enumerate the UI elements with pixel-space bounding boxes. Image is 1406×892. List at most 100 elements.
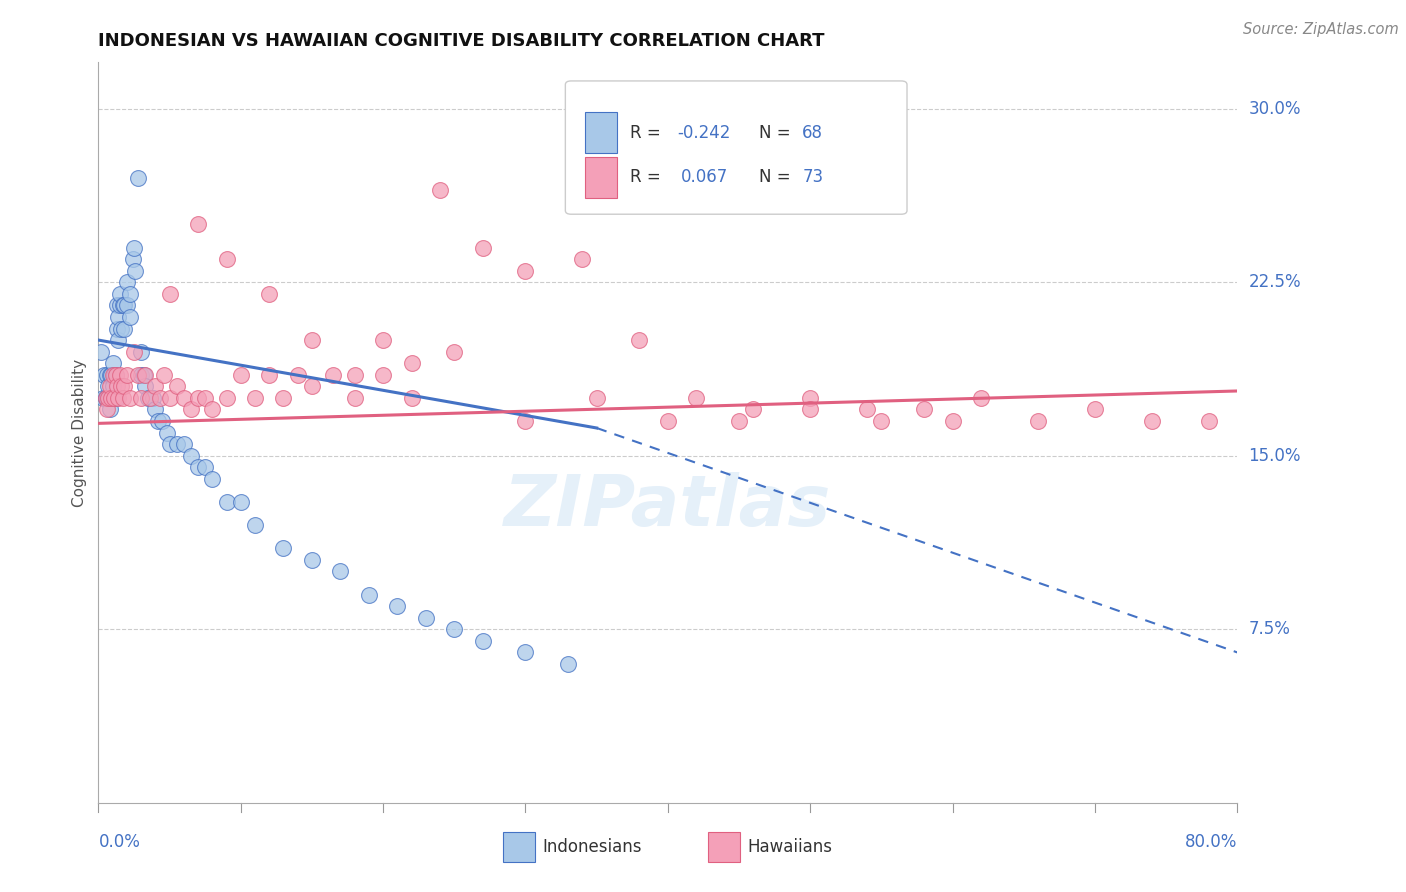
Text: INDONESIAN VS HAWAIIAN COGNITIVE DISABILITY CORRELATION CHART: INDONESIAN VS HAWAIIAN COGNITIVE DISABIL… (98, 32, 825, 50)
Text: Source: ZipAtlas.com: Source: ZipAtlas.com (1243, 22, 1399, 37)
Point (243, 518, 266, 533)
Point (856, 402, 879, 417)
Point (145, 379, 167, 393)
FancyBboxPatch shape (565, 81, 907, 214)
Point (799, 391, 821, 405)
Point (194, 391, 217, 405)
Point (742, 402, 765, 417)
Point (515, 263, 537, 277)
Point (111, 298, 134, 312)
Point (101, 368, 124, 382)
Point (107, 310, 129, 324)
Point (148, 414, 170, 428)
Text: R =: R = (630, 124, 666, 142)
Point (401, 391, 423, 405)
Point (105, 298, 128, 312)
Point (94, 391, 117, 405)
Point (322, 368, 344, 382)
Point (628, 333, 651, 347)
Point (301, 379, 323, 393)
Point (173, 391, 195, 405)
Point (94, 391, 117, 405)
Point (96, 368, 118, 382)
FancyBboxPatch shape (585, 157, 617, 197)
Point (373, 368, 395, 382)
Point (301, 333, 323, 347)
Point (98, 368, 121, 382)
Point (159, 437, 181, 451)
Point (259, 286, 281, 301)
Text: 30.0%: 30.0% (1249, 100, 1301, 118)
Point (159, 391, 181, 405)
Point (118, 391, 141, 405)
Point (111, 391, 134, 405)
Point (259, 368, 281, 382)
Point (100, 391, 122, 405)
Point (471, 633, 494, 648)
Point (387, 599, 409, 614)
Point (104, 391, 127, 405)
FancyBboxPatch shape (707, 832, 740, 862)
Point (110, 321, 132, 335)
Point (243, 391, 266, 405)
Point (108, 298, 131, 312)
Point (94, 391, 117, 405)
Point (443, 622, 465, 636)
Point (153, 368, 176, 382)
Point (187, 391, 209, 405)
Point (571, 252, 593, 266)
Point (136, 391, 159, 405)
Point (415, 610, 437, 624)
Point (159, 286, 181, 301)
Text: Indonesians: Indonesians (543, 838, 643, 856)
Point (194, 460, 217, 475)
Point (287, 368, 309, 382)
Point (585, 391, 607, 405)
Text: Hawaiians: Hawaiians (748, 838, 832, 856)
Point (166, 379, 188, 393)
Point (129, 368, 152, 382)
Text: N =: N = (759, 124, 796, 142)
Point (112, 321, 135, 335)
Point (97, 391, 120, 405)
Text: N =: N = (759, 169, 796, 186)
Point (373, 333, 395, 347)
Point (515, 414, 537, 428)
Point (657, 414, 679, 428)
Point (187, 218, 209, 232)
Point (273, 541, 295, 556)
Text: 73: 73 (803, 169, 824, 186)
Point (134, 379, 156, 393)
Point (145, 402, 167, 417)
Point (127, 171, 149, 186)
Point (343, 368, 366, 382)
Point (96, 402, 118, 417)
Point (912, 402, 935, 417)
Point (124, 263, 146, 277)
Point (105, 321, 128, 335)
Point (107, 333, 129, 347)
Point (127, 368, 149, 382)
Point (97, 391, 120, 405)
Point (112, 379, 135, 393)
Point (429, 183, 451, 197)
Point (215, 391, 238, 405)
Point (329, 565, 352, 579)
Point (141, 391, 163, 405)
Text: 68: 68 (803, 124, 824, 142)
Text: 0.067: 0.067 (681, 169, 728, 186)
Point (799, 402, 821, 417)
Point (401, 356, 423, 370)
Point (121, 252, 143, 266)
Point (229, 368, 252, 382)
Point (201, 402, 224, 417)
Point (91, 391, 114, 405)
Point (98, 402, 121, 417)
Point (129, 391, 152, 405)
Point (115, 368, 138, 382)
Point (1084, 402, 1107, 417)
Point (122, 240, 145, 255)
Point (215, 252, 238, 266)
Point (557, 657, 579, 671)
Point (728, 414, 751, 428)
